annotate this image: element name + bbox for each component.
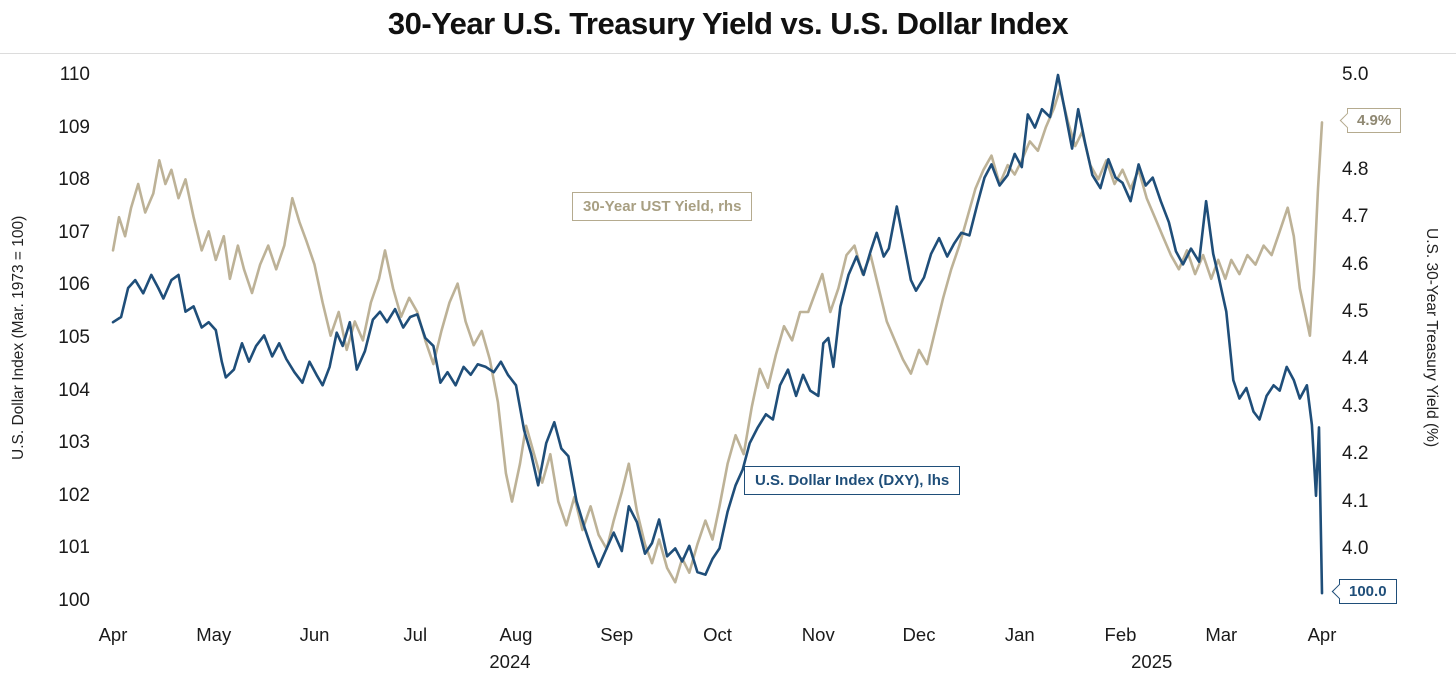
y-axis-tick: 101 bbox=[58, 537, 90, 559]
x-axis-tick: Jun bbox=[299, 624, 330, 645]
y-axis-tick: 4.2 bbox=[1342, 443, 1369, 465]
x-axis-tick: Mar bbox=[1205, 624, 1238, 645]
y-axis-tick: 108 bbox=[58, 169, 90, 191]
y-axis-tick: 107 bbox=[58, 221, 90, 243]
x-axis-tick: Sep bbox=[600, 624, 634, 645]
x-axis-tick: Aug bbox=[499, 624, 533, 645]
header-divider bbox=[0, 53, 1456, 54]
dxy-line bbox=[111, 73, 1324, 595]
x-axis-tick: Dec bbox=[902, 624, 936, 645]
y-axis-tick: 4.1 bbox=[1342, 490, 1369, 512]
chart-title: 30-Year U.S. Treasury Yield vs. U.S. Dol… bbox=[387, 6, 1069, 41]
y-axis-tick: 4.3 bbox=[1342, 395, 1369, 417]
y-axis-tick: 102 bbox=[58, 484, 90, 506]
y-axis-tick: 4.5 bbox=[1342, 301, 1369, 322]
y-axis-tick: 4.6 bbox=[1342, 253, 1369, 275]
x-axis-tick: Nov bbox=[801, 624, 835, 645]
y-axis-tick: 4.4 bbox=[1342, 348, 1369, 370]
dxy-end-callout: 100.0 bbox=[1339, 579, 1397, 605]
y-axis-tick: 110 bbox=[59, 64, 90, 85]
x-axis-tick: Jan bbox=[1004, 624, 1035, 645]
x-axis-tick: Oct bbox=[703, 624, 732, 645]
x-axis-tick: Jul bbox=[403, 624, 428, 645]
x-axis-tick: Apr bbox=[1307, 624, 1337, 645]
yield-line bbox=[111, 87, 1324, 584]
y-axis-tick: 105 bbox=[58, 327, 90, 348]
x-axis-tick: 2024 bbox=[489, 651, 531, 672]
y-axis-tick: 4.0 bbox=[1342, 538, 1369, 559]
x-axis-tick: 2025 bbox=[1131, 651, 1173, 672]
y-axis-tick: 104 bbox=[58, 379, 90, 401]
y-axis-tick: 4.8 bbox=[1342, 158, 1369, 180]
y-axis-tick: 5.0 bbox=[1342, 64, 1369, 85]
y-axis-tick: 4.7 bbox=[1342, 206, 1369, 228]
x-axis-tick: Apr bbox=[98, 624, 128, 645]
y-axis-tick: 109 bbox=[58, 116, 90, 138]
yield-end-callout: 4.9% bbox=[1347, 108, 1402, 134]
x-axis-tick: Feb bbox=[1104, 624, 1137, 645]
y-axis-tick: 100 bbox=[58, 590, 90, 611]
x-axis-tick: May bbox=[196, 624, 232, 645]
yield-series-label: 30-Year UST Yield, rhs bbox=[572, 192, 753, 221]
dxy-series-label: U.S. Dollar Index (DXY), lhs bbox=[744, 466, 961, 495]
right-axis-title: U.S. 30-Year Treasury Yield (%) bbox=[1423, 228, 1440, 448]
y-axis-tick: 106 bbox=[58, 274, 90, 296]
y-axis-tick: 103 bbox=[58, 432, 90, 454]
